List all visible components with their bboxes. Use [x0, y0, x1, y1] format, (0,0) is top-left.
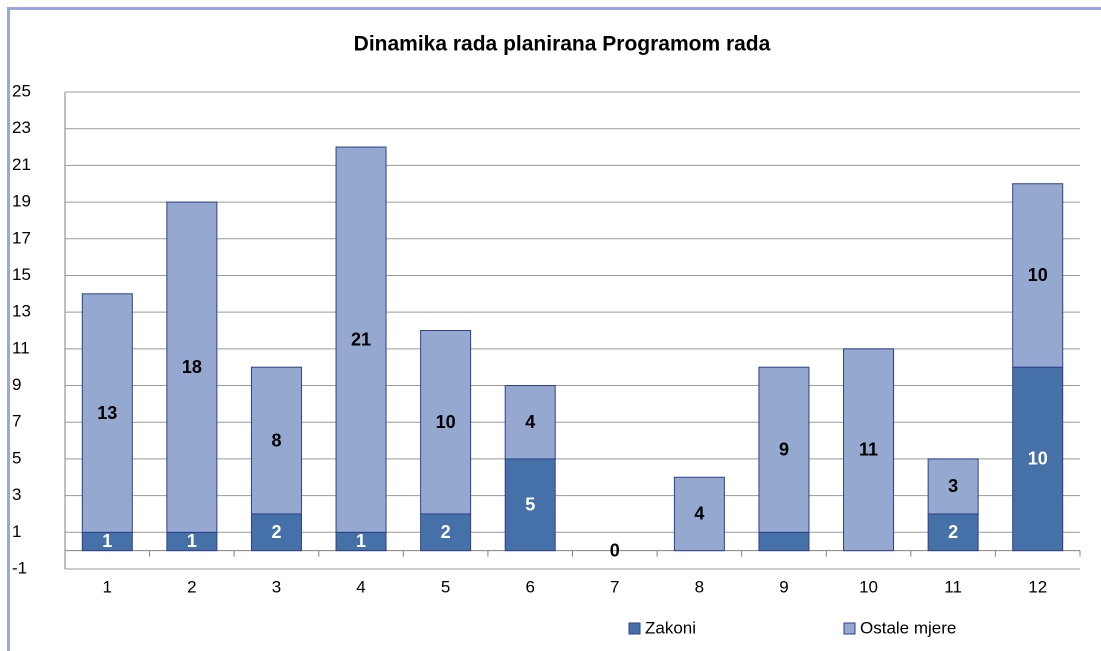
- data-label: 3: [948, 476, 958, 496]
- y-tick-label: 15: [12, 265, 31, 284]
- bar-segment: [504, 458, 556, 552]
- y-tick-label: 23: [12, 118, 31, 137]
- x-tick-label: 3: [272, 577, 281, 596]
- x-tick-label: 11: [944, 577, 962, 596]
- data-label: 21: [351, 329, 371, 349]
- x-tick-label: 2: [187, 577, 196, 596]
- bar-segment: [843, 348, 895, 552]
- data-label: 4: [694, 504, 704, 524]
- x-tick-label: 5: [441, 577, 450, 596]
- data-label: 18: [182, 357, 202, 377]
- x-tick-label: 1: [103, 577, 112, 596]
- bar-segment: [758, 531, 810, 552]
- y-tick-label: 21: [12, 155, 31, 174]
- bar-segment: [81, 293, 133, 533]
- bar-segment: [927, 513, 979, 552]
- bar-segment: [420, 513, 472, 552]
- data-label: 2: [441, 522, 451, 542]
- bar-segment: [758, 366, 810, 533]
- bar-segment: [166, 201, 218, 533]
- y-tick-label: -1: [12, 558, 27, 577]
- y-tick-label: 1: [12, 522, 21, 541]
- y-tick-label: 7: [12, 412, 21, 431]
- legend-label: Ostale mjere: [860, 618, 956, 637]
- legend-label: Zakoni: [645, 618, 696, 637]
- data-label: 11: [859, 440, 878, 460]
- data-label: 5: [525, 495, 535, 515]
- x-tick-label: 8: [695, 577, 704, 596]
- data-label: 8: [271, 430, 281, 450]
- data-label: 4: [525, 412, 535, 432]
- data-label: 9: [779, 440, 789, 460]
- legend-swatch: [843, 622, 856, 635]
- x-tick-label: 12: [1028, 577, 1047, 596]
- data-label: 10: [1028, 265, 1048, 285]
- y-tick-label: 25: [12, 81, 31, 100]
- data-label: 1: [187, 531, 197, 551]
- y-tick-label: 5: [12, 448, 21, 467]
- data-label: 10: [1028, 449, 1048, 469]
- bar-segment: [504, 385, 556, 460]
- x-tick-label: 4: [356, 577, 365, 596]
- data-label: 0: [610, 540, 620, 560]
- bar-segment: [673, 476, 725, 552]
- y-tick-label: 13: [12, 302, 31, 321]
- bar-segment: [927, 458, 979, 515]
- x-tick-label: 6: [525, 577, 534, 596]
- bar-segment: [1012, 183, 1064, 368]
- data-label: 10: [436, 412, 456, 432]
- y-tick-label: 19: [12, 192, 31, 211]
- y-tick-label: 11: [12, 338, 30, 357]
- x-tick-label: 7: [610, 577, 619, 596]
- data-label: 13: [97, 403, 117, 423]
- bar-segment: [250, 513, 302, 552]
- data-label: 1: [102, 531, 112, 551]
- bar-segment: [250, 366, 302, 515]
- bar-segment: [335, 146, 387, 533]
- data-label: 2: [948, 522, 958, 542]
- chart-title: Dinamika rada planirana Programom rada: [354, 33, 771, 56]
- legend-swatch: [628, 622, 641, 635]
- y-tick-label: 3: [12, 485, 21, 504]
- y-tick-label: 17: [12, 228, 31, 247]
- data-label: 1: [356, 531, 366, 551]
- bar-segment: [1012, 366, 1064, 552]
- x-tick-label: 9: [779, 577, 788, 596]
- bar-segment: [420, 330, 472, 515]
- x-tick-label: 10: [859, 577, 878, 596]
- data-label: 2: [271, 522, 281, 542]
- y-tick-label: 9: [12, 375, 21, 394]
